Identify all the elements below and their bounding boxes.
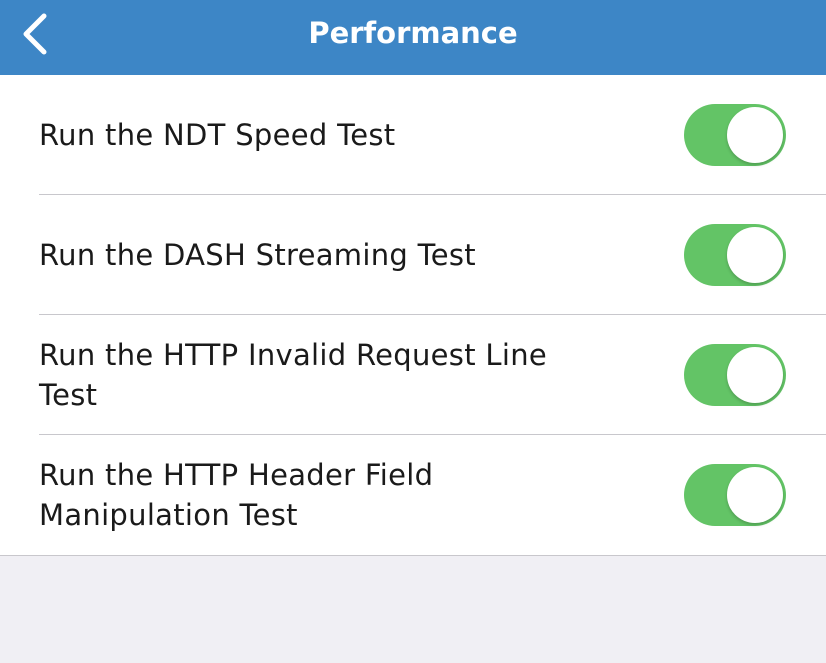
ndt-toggle[interactable] — [684, 104, 786, 166]
setting-row-http-header-field-manipulation: Run the HTTP Header Field Manipulation T… — [39, 435, 826, 555]
setting-row-dash: Run the DASH Streaming Test — [39, 195, 826, 315]
setting-label: Run the DASH Streaming Test — [39, 237, 476, 272]
http-header-field-manipulation-toggle[interactable] — [684, 464, 786, 526]
setting-label: Run the HTTP Invalid Request Line Test — [39, 337, 548, 412]
setting-label: Run the HTTP Header Field Manipulation T… — [39, 458, 434, 532]
toggle-knob — [727, 227, 783, 283]
page-title: Performance — [308, 16, 518, 50]
toggle-knob — [727, 107, 783, 163]
toggle-knob — [727, 347, 783, 403]
setting-row-ndt: Run the NDT Speed Test — [39, 75, 826, 195]
setting-label: Run the NDT Speed Test — [39, 117, 396, 152]
http-invalid-request-line-toggle[interactable] — [684, 344, 786, 406]
nav-bar: Performance — [0, 0, 826, 75]
dash-toggle[interactable] — [684, 224, 786, 286]
settings-list: Run the NDT Speed Test Run the DASH Stre… — [0, 75, 826, 556]
setting-row-http-invalid-request-line: Run the HTTP Invalid Request Line Test — [39, 315, 826, 435]
toggle-knob — [727, 467, 783, 523]
back-button[interactable] — [18, 12, 58, 60]
chevron-left-icon — [23, 13, 47, 55]
